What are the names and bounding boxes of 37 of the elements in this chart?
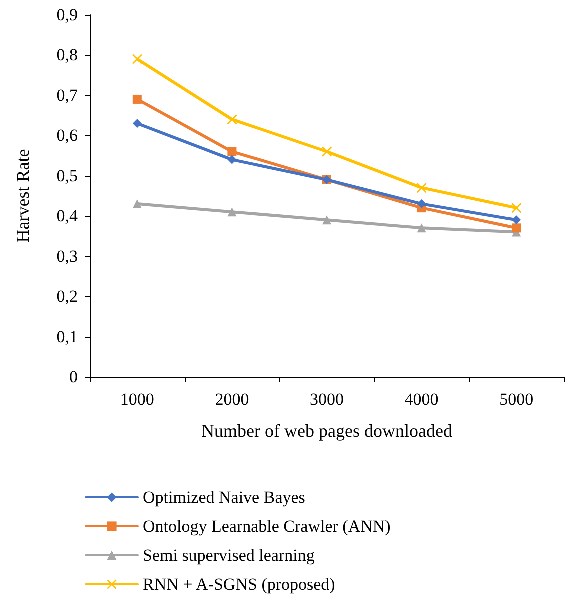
x-axis-title: Number of web pages downloaded xyxy=(202,421,452,441)
legend-label: Semi supervised learning xyxy=(143,546,316,565)
y-tick-label: 0,6 xyxy=(56,126,78,146)
point xyxy=(228,147,237,156)
legend-label: Optimized Naive Bayes xyxy=(143,488,306,507)
x-tick-label: 3000 xyxy=(310,390,344,409)
x-tick-label: 2000 xyxy=(215,390,250,409)
y-tick-label: 0 xyxy=(70,368,78,386)
legend-label: RNN + A-SGNS (proposed) xyxy=(143,575,336,594)
point xyxy=(132,200,142,209)
point xyxy=(228,155,237,164)
y-tick-label: 0,8 xyxy=(56,46,78,65)
y-tick-label: 0,7 xyxy=(56,86,78,105)
point xyxy=(228,208,237,217)
point xyxy=(132,119,142,128)
legend-label: Ontology Learnable Crawler (ANN) xyxy=(143,517,391,536)
y-tick-label: 0,1 xyxy=(56,327,78,346)
point xyxy=(512,203,522,214)
x-tick-label: 1000 xyxy=(120,390,154,409)
point xyxy=(322,146,332,157)
point xyxy=(416,182,427,193)
x-tick-label: 5000 xyxy=(500,390,534,409)
point xyxy=(227,114,238,125)
y-tick-label: 0,2 xyxy=(56,287,78,306)
point xyxy=(512,216,522,225)
point xyxy=(322,216,332,225)
point xyxy=(417,200,426,209)
y-tick-label: 0,3 xyxy=(56,246,78,266)
point xyxy=(512,224,522,233)
y-tick-label: 0,9 xyxy=(56,6,78,24)
point xyxy=(417,224,426,233)
x-tick-label: 4000 xyxy=(404,390,439,409)
y-tick-label: 0,5 xyxy=(56,166,78,186)
point xyxy=(132,54,142,64)
y-axis-title: Harvest Rate xyxy=(13,149,33,243)
y-tick-label: 0,4 xyxy=(56,206,78,226)
point xyxy=(132,94,142,104)
